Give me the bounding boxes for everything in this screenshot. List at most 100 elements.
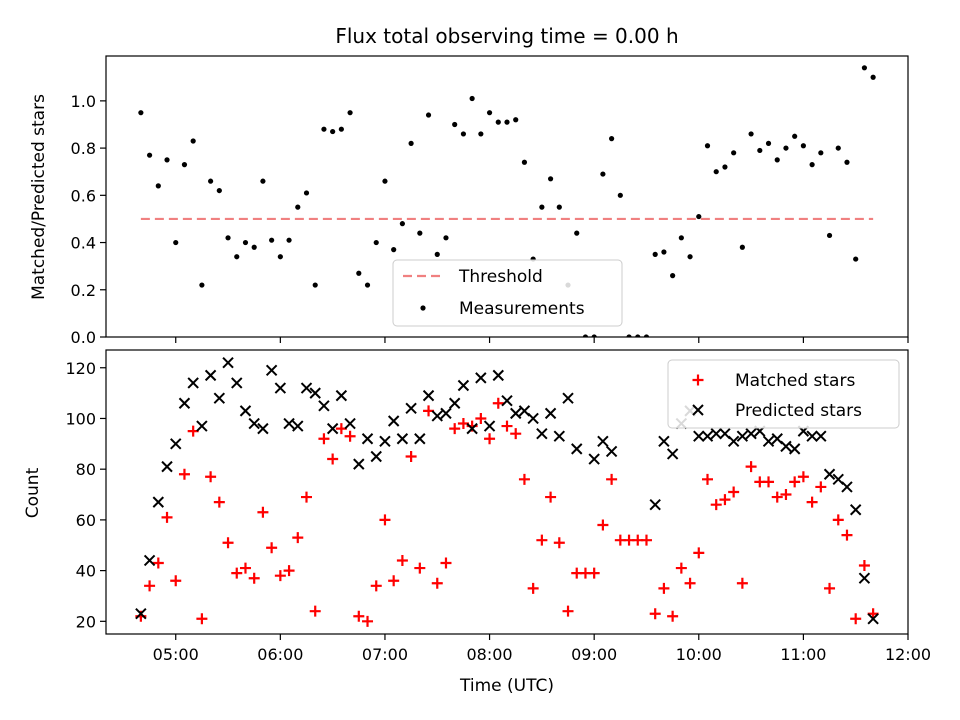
y-tick-label: 40 — [76, 562, 96, 581]
y-tick-label: 0.2 — [71, 281, 96, 300]
predicted-star-point — [196, 420, 208, 432]
measurement-point — [818, 150, 824, 156]
measurement-point — [199, 282, 205, 288]
measurement-point — [277, 254, 283, 260]
measurement-point — [181, 162, 188, 168]
measurement-point — [434, 251, 440, 257]
matched-star-point — [161, 511, 173, 523]
predicted-star-point — [475, 372, 487, 384]
predicted-star-point — [239, 405, 252, 417]
measurement-point — [826, 232, 833, 239]
measurement-point — [635, 334, 641, 337]
matched-star-point — [396, 554, 408, 566]
measurement-point — [495, 119, 501, 125]
predicted-star-point — [318, 400, 330, 412]
matched-star-point — [675, 562, 687, 574]
predicted-star-point — [658, 435, 670, 447]
predicted-star-point — [553, 430, 566, 442]
matched-star-point — [388, 575, 400, 587]
matched-star-point — [693, 547, 705, 559]
matched-star-point — [527, 582, 539, 594]
y-tick-label: 120 — [65, 359, 96, 378]
matched-star-point — [248, 572, 260, 584]
predicted-star-point — [222, 356, 234, 369]
predicted-star-point — [387, 415, 400, 427]
measurement-point — [783, 145, 789, 151]
measurement-point — [338, 126, 344, 132]
predicted-star-point — [283, 417, 295, 430]
y-tick-label: 60 — [76, 511, 96, 530]
predicted-star-point — [736, 430, 749, 442]
matched-star-point — [518, 473, 530, 485]
predicted-star-point — [483, 420, 496, 432]
measurement-point — [399, 221, 405, 227]
matched-star-point — [484, 433, 496, 445]
measurement-point — [486, 110, 493, 116]
y-tick-label: 0.0 — [71, 328, 96, 347]
measurement-point — [425, 112, 432, 118]
predicted-star-point — [501, 395, 513, 407]
measurement-point — [687, 254, 693, 260]
predicted-star-point — [204, 369, 217, 382]
matched-star-point — [353, 610, 365, 622]
measurement-point — [138, 110, 144, 116]
measurement-point — [844, 159, 850, 165]
matched-star-point — [736, 577, 748, 589]
matched-star-point — [414, 562, 426, 574]
predicted-star-point — [344, 417, 356, 430]
matched-star-point — [562, 605, 574, 617]
y-axis-ticks: 0.0 0.2 0.4 0.6 0.8 1.0 — [71, 92, 909, 347]
matched-star-point — [423, 405, 435, 417]
measurement-point — [146, 152, 153, 158]
matched-star-point — [274, 570, 286, 582]
predicted-star-point — [693, 430, 705, 442]
legend: Threshold Measurements — [392, 259, 623, 327]
measurement-point — [373, 239, 379, 246]
matched-star-point — [449, 423, 461, 435]
measurement-point — [574, 230, 580, 236]
measurement-point — [260, 178, 266, 184]
matched-star-point — [362, 615, 374, 627]
measurement-point — [556, 204, 562, 210]
matched-star-point — [501, 420, 513, 432]
measurement-point — [190, 138, 196, 144]
matched-star-point — [771, 491, 783, 503]
matched-star-point — [806, 496, 818, 508]
predicted-star-point — [213, 392, 226, 404]
y-axis-label: Matched/Predicted stars — [29, 94, 49, 300]
matched-star-point — [858, 560, 870, 572]
matched-star-point — [335, 423, 347, 435]
matched-star-point — [213, 496, 225, 508]
measurement-point — [173, 239, 179, 246]
measurement-point — [504, 119, 510, 125]
measurement-point — [722, 164, 728, 170]
matched-star-point — [440, 557, 452, 569]
measurement-point — [216, 187, 222, 194]
measurement-point — [861, 65, 868, 71]
predicted-star-point — [335, 389, 348, 402]
matched-star-point — [640, 534, 652, 546]
measurement-point — [800, 143, 806, 149]
predicted-star-point — [265, 364, 278, 376]
measurement-point — [713, 169, 719, 175]
measurement-point — [600, 171, 606, 177]
measurement-point — [164, 157, 170, 163]
matched-star-point — [702, 473, 713, 485]
measurement-point — [242, 239, 249, 246]
measurement-point — [582, 334, 589, 337]
matched-star-point — [492, 397, 504, 409]
measurement-point — [321, 126, 327, 132]
predicted-star-point — [396, 433, 409, 445]
x-tick-label: 05:00 — [153, 645, 199, 664]
measurement-point — [835, 145, 841, 151]
predicted-star-point — [414, 433, 426, 445]
count-panel: Count Time (UTC) 20 40 60 80 100 120 05:00 06:0… — [23, 349, 931, 696]
predicted-star-point — [292, 420, 304, 432]
measurement-point — [513, 117, 519, 123]
predicted-star-point — [326, 422, 339, 435]
predicted-star-point — [788, 443, 801, 455]
y-tick-label: 0.4 — [71, 234, 96, 253]
predicted-star-point — [544, 407, 557, 420]
series-group — [138, 65, 876, 337]
predicted-star-point — [762, 435, 775, 447]
